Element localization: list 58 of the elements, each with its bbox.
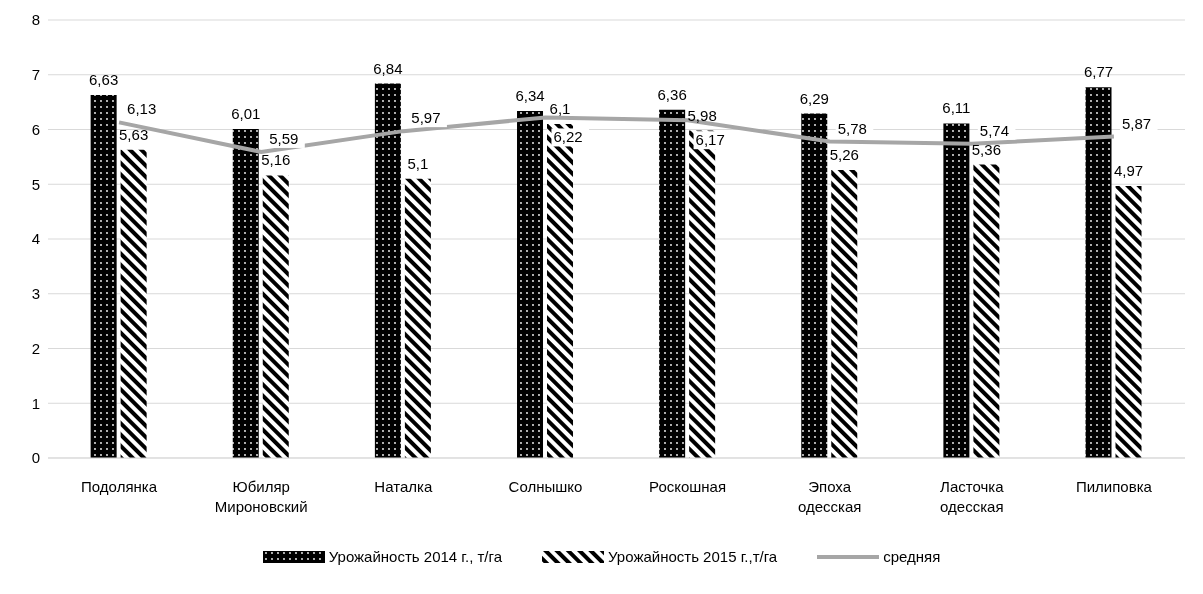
data-label: 5,78 bbox=[837, 119, 867, 137]
data-label: 5,97 bbox=[411, 109, 441, 127]
data-label: 6,63 bbox=[89, 71, 119, 89]
y-tick-label: 5 bbox=[31, 175, 40, 193]
data-label: 5,87 bbox=[1121, 114, 1152, 132]
x-tick-label: Ласточка одесская bbox=[940, 478, 1005, 515]
data-label: 5,59 bbox=[269, 129, 299, 147]
data-label: 4,97 bbox=[1113, 161, 1144, 179]
bar bbox=[1085, 87, 1112, 458]
bar bbox=[120, 149, 147, 458]
legend-label: Урожайность 2014 г., т/га bbox=[328, 548, 503, 565]
x-tick-label: Юбиляр Мироновский bbox=[214, 478, 308, 515]
bar bbox=[90, 95, 117, 458]
bar bbox=[517, 110, 544, 458]
bar bbox=[1115, 185, 1142, 458]
data-label: 6,22 bbox=[553, 128, 583, 146]
bar bbox=[943, 123, 970, 458]
data-label: 6,1 bbox=[549, 100, 571, 118]
x-tick-label: Роскошная bbox=[649, 478, 727, 495]
y-tick-label: 2 bbox=[31, 339, 40, 357]
x-tick-label: Пилиповка bbox=[1075, 478, 1153, 495]
x-tick-label: Солнышко bbox=[508, 478, 583, 495]
y-tick-label: 6 bbox=[31, 120, 40, 138]
bar bbox=[374, 83, 401, 458]
data-label: 5,16 bbox=[261, 151, 291, 169]
data-label: 6,13 bbox=[127, 100, 157, 118]
y-tick-label: 4 bbox=[31, 230, 40, 248]
y-tick-label: 8 bbox=[31, 11, 40, 29]
data-label: 6,17 bbox=[695, 131, 725, 149]
data-label: 5,63 bbox=[119, 125, 149, 143]
bar bbox=[831, 170, 858, 458]
legend-label: Урожайность 2015 г.,т/га bbox=[608, 548, 778, 565]
bar bbox=[659, 109, 686, 458]
data-label: 6,34 bbox=[515, 86, 545, 104]
data-label: 6,01 bbox=[231, 104, 261, 122]
data-label: 5,26 bbox=[829, 146, 859, 164]
data-label: 6,29 bbox=[799, 89, 829, 107]
x-tick-label: Наталка bbox=[374, 478, 433, 495]
bar bbox=[801, 113, 828, 458]
data-label: 5,1 bbox=[407, 154, 429, 172]
data-label: 5,98 bbox=[687, 106, 717, 124]
y-tick-label: 7 bbox=[31, 66, 40, 84]
y-tick-label: 0 bbox=[31, 449, 40, 467]
bar bbox=[262, 175, 289, 458]
x-tick-label: Подолянка bbox=[81, 478, 158, 495]
data-label: 6,36 bbox=[657, 85, 687, 103]
data-label: 6,11 bbox=[942, 99, 971, 117]
x-tick-label: Эпоха одесская bbox=[797, 478, 862, 515]
bar bbox=[973, 164, 1000, 458]
data-label: 5,36 bbox=[971, 140, 1001, 158]
data-label: 6,84 bbox=[373, 59, 403, 77]
data-label: 6,77 bbox=[1083, 63, 1114, 81]
bar bbox=[232, 128, 259, 458]
legend-label: средняя bbox=[883, 548, 941, 565]
y-tick-label: 3 bbox=[31, 285, 40, 303]
y-tick-label: 1 bbox=[31, 394, 40, 412]
bar bbox=[404, 178, 431, 458]
data-label: 5,74 bbox=[979, 121, 1010, 139]
